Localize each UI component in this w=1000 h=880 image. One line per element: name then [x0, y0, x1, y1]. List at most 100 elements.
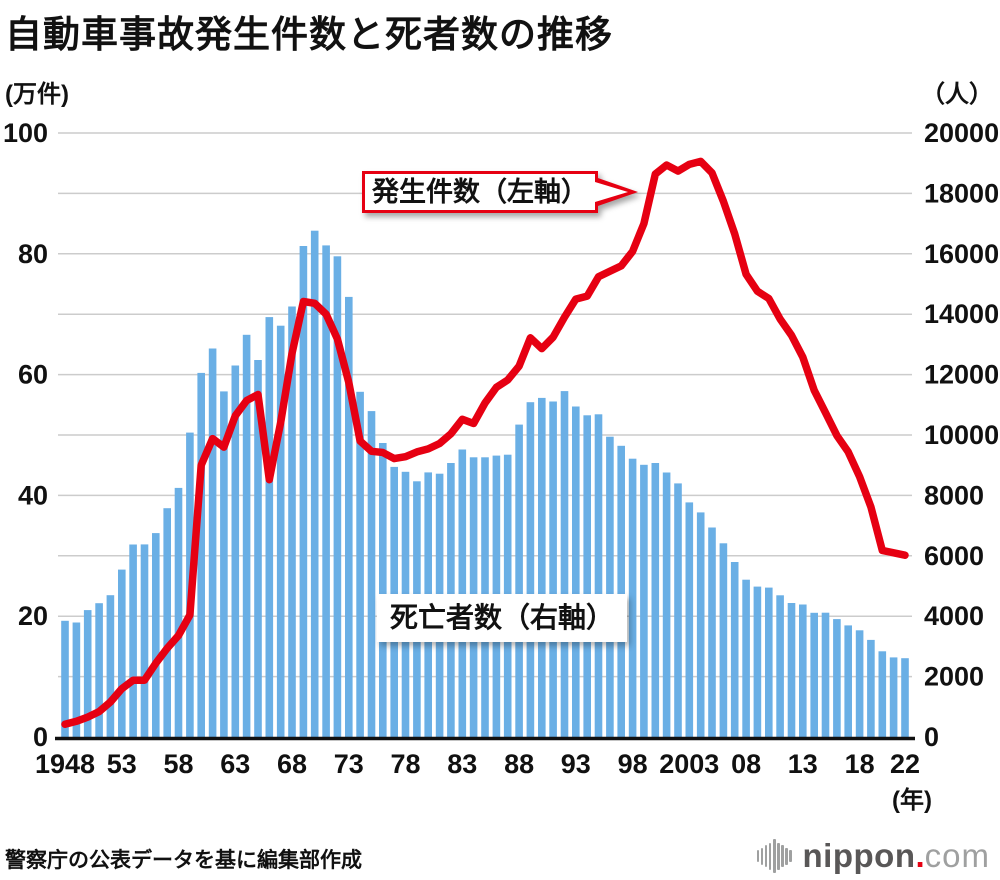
x-axis-tick-2018: 18 — [845, 749, 875, 779]
bar-1972 — [333, 256, 342, 737]
bar-series-label: 死亡者数（右軸） — [389, 602, 614, 633]
bar-1968 — [288, 306, 296, 737]
right-axis-tick-18000: 18000 — [924, 178, 999, 208]
bar-1958 — [174, 487, 183, 737]
bar-2017 — [844, 625, 852, 737]
x-axis-unit: (年) — [892, 786, 932, 814]
bar-1973 — [345, 296, 353, 737]
left-axis-tick-60: 60 — [18, 360, 48, 390]
bar-1990 — [538, 397, 546, 737]
x-axis-tick-1993: 93 — [561, 749, 591, 779]
x-axis-tick-1988: 88 — [504, 749, 534, 779]
bar-1956 — [152, 533, 160, 737]
bar-2012 — [787, 603, 796, 737]
bar-series-callout: 死亡者数（右軸） — [377, 594, 627, 642]
bar-1969 — [299, 246, 308, 737]
right-axis-tick-14000: 14000 — [924, 299, 999, 329]
bar-2007 — [730, 562, 739, 737]
bar-2005 — [708, 527, 716, 737]
bar-1965 — [254, 360, 262, 737]
bar-2008 — [742, 579, 750, 737]
right-axis-tick-16000: 16000 — [924, 239, 999, 269]
x-axis-tick-2022: 22 — [890, 749, 920, 779]
line-series-callout: 発生件数（左軸） — [362, 171, 638, 213]
bar-1949 — [72, 622, 81, 737]
bar-1996 — [606, 436, 614, 737]
bar-2004 — [696, 512, 705, 737]
right-axis-tick-12000: 12000 — [924, 360, 999, 390]
right-axis-tick-20000: 20000 — [924, 118, 999, 148]
right-axis-tick-4000: 4000 — [924, 601, 984, 631]
x-axis-tick-1998: 98 — [618, 749, 648, 779]
x-axis-tick-1973: 73 — [334, 749, 364, 779]
bar-1950 — [83, 610, 92, 737]
bar-2020 — [878, 651, 887, 737]
left-axis-unit: (万件) — [5, 81, 69, 108]
x-axis-tick-1983: 83 — [447, 749, 477, 779]
bar-1974 — [356, 391, 364, 737]
bar-1960 — [197, 372, 205, 737]
bar-2015 — [821, 612, 830, 737]
bar-2019 — [867, 639, 875, 737]
line-series-label: 発生件数（左軸） — [372, 177, 588, 207]
logo-tld: com — [924, 837, 990, 874]
bar-2011 — [776, 595, 784, 737]
x-axis-tick-1948: 1948 — [35, 749, 95, 779]
bar-1975 — [367, 411, 376, 737]
bar-1963 — [231, 365, 240, 737]
bar-2001 — [662, 472, 671, 737]
bar-1967 — [276, 325, 285, 737]
x-axis-tick-1978: 78 — [390, 749, 420, 779]
bar-2013 — [799, 604, 807, 737]
x-axis-tick-2003: 2003 — [659, 749, 719, 779]
bar-1948 — [61, 620, 69, 737]
source-note: 警察庁の公表データを基に編集部作成 — [5, 849, 362, 872]
bar-1993 — [572, 406, 580, 737]
bar-1971 — [322, 245, 330, 737]
right-axis-tick-6000: 6000 — [924, 541, 984, 571]
bar-2003 — [685, 502, 694, 737]
bar-2021 — [889, 657, 898, 737]
bar-1976 — [379, 443, 387, 737]
x-axis-tick-2008: 08 — [731, 749, 761, 779]
x-axis-tick-2013: 13 — [788, 749, 818, 779]
right-axis-unit: （人） — [921, 81, 993, 108]
bar-1997 — [617, 445, 625, 737]
right-axis-tick-8000: 8000 — [924, 480, 984, 510]
bar-2010 — [765, 587, 773, 737]
bar-2009 — [753, 586, 762, 737]
bar-1954 — [129, 544, 137, 737]
right-axis-tick-2000: 2000 — [924, 662, 984, 692]
bar-1951 — [95, 603, 103, 737]
x-axis-tick-1958: 58 — [163, 749, 193, 779]
x-axis-tick-1963: 63 — [220, 749, 250, 779]
left-axis-tick-100: 100 — [3, 118, 48, 148]
callout-tail-icon — [595, 182, 628, 202]
bar-2014 — [810, 612, 818, 737]
chart-title: 自動車事故発生件数と死者数の推移 — [5, 14, 613, 55]
bar-1988 — [515, 424, 523, 737]
bar-1957 — [163, 508, 171, 737]
bar-1952 — [106, 595, 115, 737]
bar-1998 — [628, 458, 637, 737]
right-axis-tick-10000: 10000 — [924, 420, 999, 450]
soundwave-icon — [756, 839, 794, 873]
bar-1994 — [583, 415, 591, 737]
accidents-line — [61, 157, 909, 729]
bar-1962 — [220, 391, 228, 737]
left-axis-tick-20: 20 — [18, 601, 48, 631]
bar-1989 — [526, 402, 535, 737]
bar-1983 — [458, 449, 467, 737]
bar-2022 — [901, 658, 909, 737]
bar-1953 — [118, 569, 126, 737]
bar-2018 — [855, 630, 864, 737]
bar-2002 — [674, 483, 682, 737]
bar-2006 — [719, 543, 728, 737]
bar-1966 — [265, 317, 274, 737]
bar-2000 — [651, 463, 660, 737]
left-axis-tick-0: 0 — [33, 722, 48, 752]
bar-1992 — [560, 391, 569, 737]
bar-1991 — [549, 401, 557, 737]
bar-1961 — [208, 348, 217, 737]
